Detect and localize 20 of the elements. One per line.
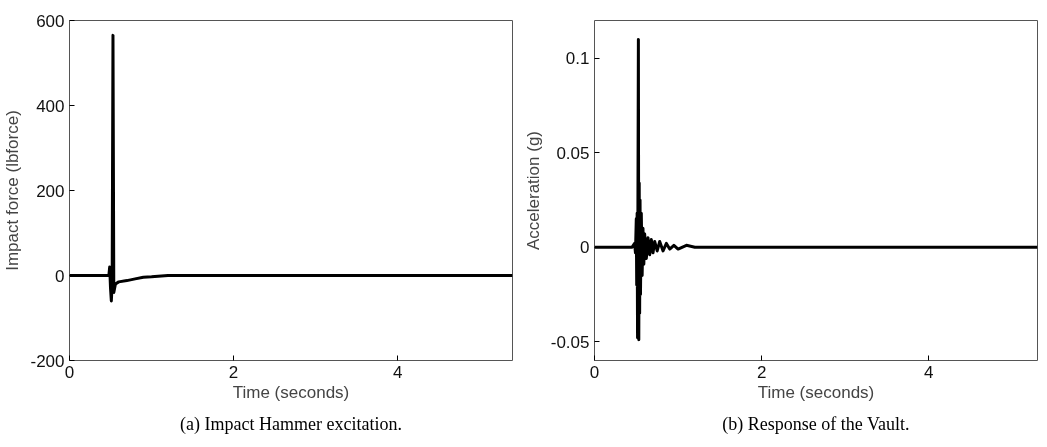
line-series <box>594 37 1038 342</box>
x-axis-title: Time (seconds) <box>232 382 350 402</box>
y-axis-title: Acceleration (g) <box>523 130 543 251</box>
x-axis-title: Time (seconds) <box>757 382 875 402</box>
x-tick-label: 4 <box>924 362 934 382</box>
y-tick-label: 200 <box>36 181 65 201</box>
x-tick-label: 4 <box>392 362 403 382</box>
y-tick-label: -200 <box>30 351 65 371</box>
x-tick-label: 2 <box>756 362 767 382</box>
y-tick-label: 0 <box>55 266 65 286</box>
y-tick-label: 0 <box>580 238 590 258</box>
text: (b) Response of the Vault. <box>722 413 910 435</box>
text: (a) Impact Hammer excitation. <box>180 413 402 435</box>
x-tick-label: 2 <box>228 362 239 382</box>
y-tick-label: 400 <box>36 96 65 116</box>
y-tick-label: 600 <box>36 11 65 31</box>
y-axis-title: Impact force (lbforce) <box>3 110 23 271</box>
y-tick-label: 0.1 <box>565 49 590 69</box>
y-tick-label: 0.05 <box>556 143 590 163</box>
y-tick-label: -0.05 <box>550 332 590 352</box>
